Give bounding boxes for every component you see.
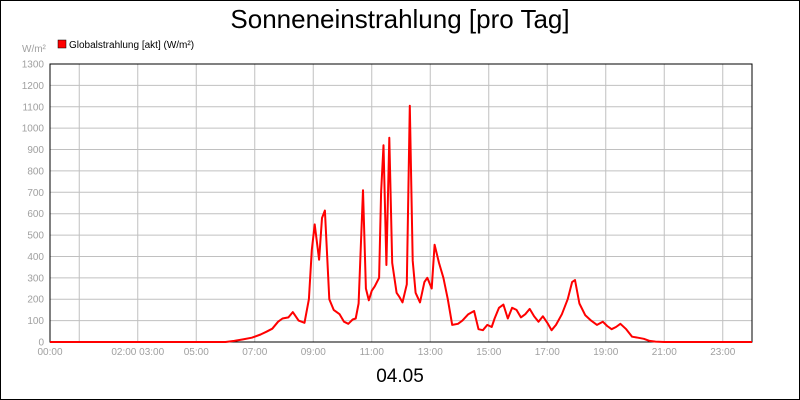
y-tick-label: 1100 <box>22 102 44 113</box>
x-tick-label: 13:00 <box>418 347 443 358</box>
x-tick-label: 00:00 <box>37 347 62 358</box>
x-tick-label: 21:00 <box>652 347 677 358</box>
y-tick-label: 500 <box>27 231 44 242</box>
legend-label: Globalstrahlung [akt] (W/m²) <box>69 40 194 51</box>
y-tick-label: 1200 <box>22 81 45 92</box>
date-label: 04.05 <box>376 366 424 387</box>
series-line-globalstrahlung <box>50 104 752 343</box>
legend-swatch <box>57 39 67 49</box>
grid-lines <box>50 63 752 343</box>
plot-area-border <box>49 63 753 343</box>
x-tick-label: 19:00 <box>593 347 618 358</box>
x-tick-label: 05:00 <box>184 347 209 358</box>
x-tick-label: 07:00 <box>242 347 267 358</box>
y-tick-label: 300 <box>27 273 44 284</box>
y-tick-label: 0 <box>38 338 44 349</box>
x-tick-label: 23:00 <box>710 347 735 358</box>
y-tick-label: 800 <box>27 166 44 177</box>
chart-title: Sonneneinstrahlung [pro Tag] <box>230 4 570 34</box>
y-tick-label: 600 <box>27 209 44 220</box>
y-tick-label: 900 <box>27 145 44 156</box>
y-axis-ticks: 0 100 200 300 400 500 600 700 800 900 1000 1100 1200… <box>22 60 45 349</box>
x-tick-label: 15:00 <box>476 347 501 358</box>
y-tick-label: 200 <box>27 295 44 306</box>
y-tick-label: 100 <box>27 316 44 327</box>
y-tick-label: 1000 <box>22 124 45 135</box>
x-axis-ticks: 00:00 02:00 03:00 05:00 07:00 09:00 11:00 13:0… <box>37 347 735 358</box>
y-tick-label: 400 <box>27 252 44 263</box>
y-tick-label: 700 <box>27 188 44 199</box>
x-tick-label: 17:00 <box>535 347 560 358</box>
x-tick-label: 02:00 03:00 <box>111 347 164 358</box>
x-tick-label: 11:00 <box>360 347 385 358</box>
x-tick-label: 09:00 <box>301 347 326 358</box>
y-axis-unit-label: W/m² <box>22 44 47 55</box>
y-tick-label: 1300 <box>22 60 45 71</box>
